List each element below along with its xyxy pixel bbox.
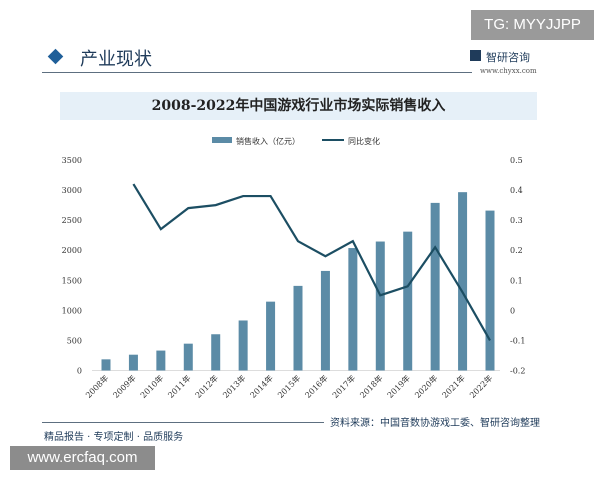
x-tick-label: 2020年 bbox=[412, 373, 439, 400]
site-watermark: www.ercfaq.com bbox=[10, 446, 155, 470]
left-tick-label: 3000 bbox=[62, 186, 82, 195]
bar bbox=[238, 320, 248, 371]
left-tick-label: 2000 bbox=[62, 246, 82, 255]
x-tick-label: 2017年 bbox=[330, 373, 357, 400]
right-tick-label: 0.5 bbox=[510, 156, 523, 165]
x-tick-label: 2014年 bbox=[248, 373, 275, 400]
x-tick-label: 2015年 bbox=[275, 373, 302, 400]
brand-logo-icon bbox=[470, 50, 481, 61]
left-tick-label: 500 bbox=[67, 336, 82, 345]
bar bbox=[128, 354, 138, 371]
brand-name: 智研咨询 bbox=[486, 51, 530, 64]
bar bbox=[156, 350, 166, 371]
x-tick-label: 2009年 bbox=[111, 373, 138, 400]
right-tick-label: -0.2 bbox=[510, 367, 525, 376]
x-tick-label: 2013年 bbox=[220, 373, 247, 400]
bar bbox=[211, 334, 221, 371]
brand-url: www.chyxx.com bbox=[480, 67, 537, 75]
right-tick-label: 0 bbox=[510, 306, 515, 315]
x-tick-label: 2022年 bbox=[467, 373, 494, 400]
right-tick-label: 0.1 bbox=[510, 276, 523, 285]
left-tick-label: 1000 bbox=[62, 306, 82, 315]
bar bbox=[183, 343, 193, 371]
right-tick-label: 0.3 bbox=[510, 216, 523, 225]
left-tick-label: 1500 bbox=[62, 276, 82, 285]
legend: 销售收入（亿元） 同比变化 bbox=[212, 136, 380, 146]
slogan: 精品报告 · 专项定制 · 品质服务 bbox=[44, 432, 184, 443]
divider bbox=[42, 72, 472, 73]
bar bbox=[266, 301, 276, 371]
title-bar bbox=[60, 92, 537, 120]
x-tick-label: 2019年 bbox=[385, 373, 412, 400]
x-tick-label: 2012年 bbox=[193, 373, 220, 400]
x-tick-label: 2018年 bbox=[358, 373, 385, 400]
legend-bar-label: 销售收入（亿元） bbox=[236, 136, 300, 146]
legend-line-label: 同比变化 bbox=[348, 136, 380, 146]
legend-bar-swatch bbox=[212, 137, 232, 143]
x-tick-label: 2010年 bbox=[138, 373, 165, 400]
x-tick-label: 2016年 bbox=[303, 373, 330, 400]
growth-line bbox=[132, 183, 491, 341]
x-tick-label: 2011年 bbox=[166, 373, 193, 400]
right-tick-label: -0.1 bbox=[510, 336, 525, 345]
bar bbox=[348, 248, 358, 371]
bar bbox=[375, 241, 385, 371]
bar bbox=[458, 192, 468, 371]
left-tick-label: 0 bbox=[77, 367, 82, 376]
section-title: 产业现状 bbox=[80, 49, 152, 70]
x-tick-label: 2008年 bbox=[83, 373, 110, 400]
source-note: 资料来源：中国音数协游戏工委、智研咨询整理 bbox=[330, 418, 540, 429]
right-tick-label: 0.2 bbox=[510, 246, 523, 255]
bar bbox=[403, 231, 413, 371]
left-tick-label: 2500 bbox=[62, 216, 82, 225]
watermark-tag: TG: MYYJJPP bbox=[471, 10, 594, 40]
bar bbox=[293, 285, 303, 371]
right-tick-label: 0.4 bbox=[510, 186, 523, 195]
chart-title: 2008-2022年中国游戏行业市场实际销售收入 bbox=[151, 98, 446, 114]
x-tick-label: 2021年 bbox=[440, 373, 467, 400]
bar bbox=[320, 270, 330, 371]
footer-divider bbox=[42, 422, 324, 423]
bar bbox=[430, 202, 440, 371]
left-tick-label: 3500 bbox=[62, 156, 82, 165]
bar bbox=[101, 359, 111, 371]
bar bbox=[485, 210, 495, 371]
